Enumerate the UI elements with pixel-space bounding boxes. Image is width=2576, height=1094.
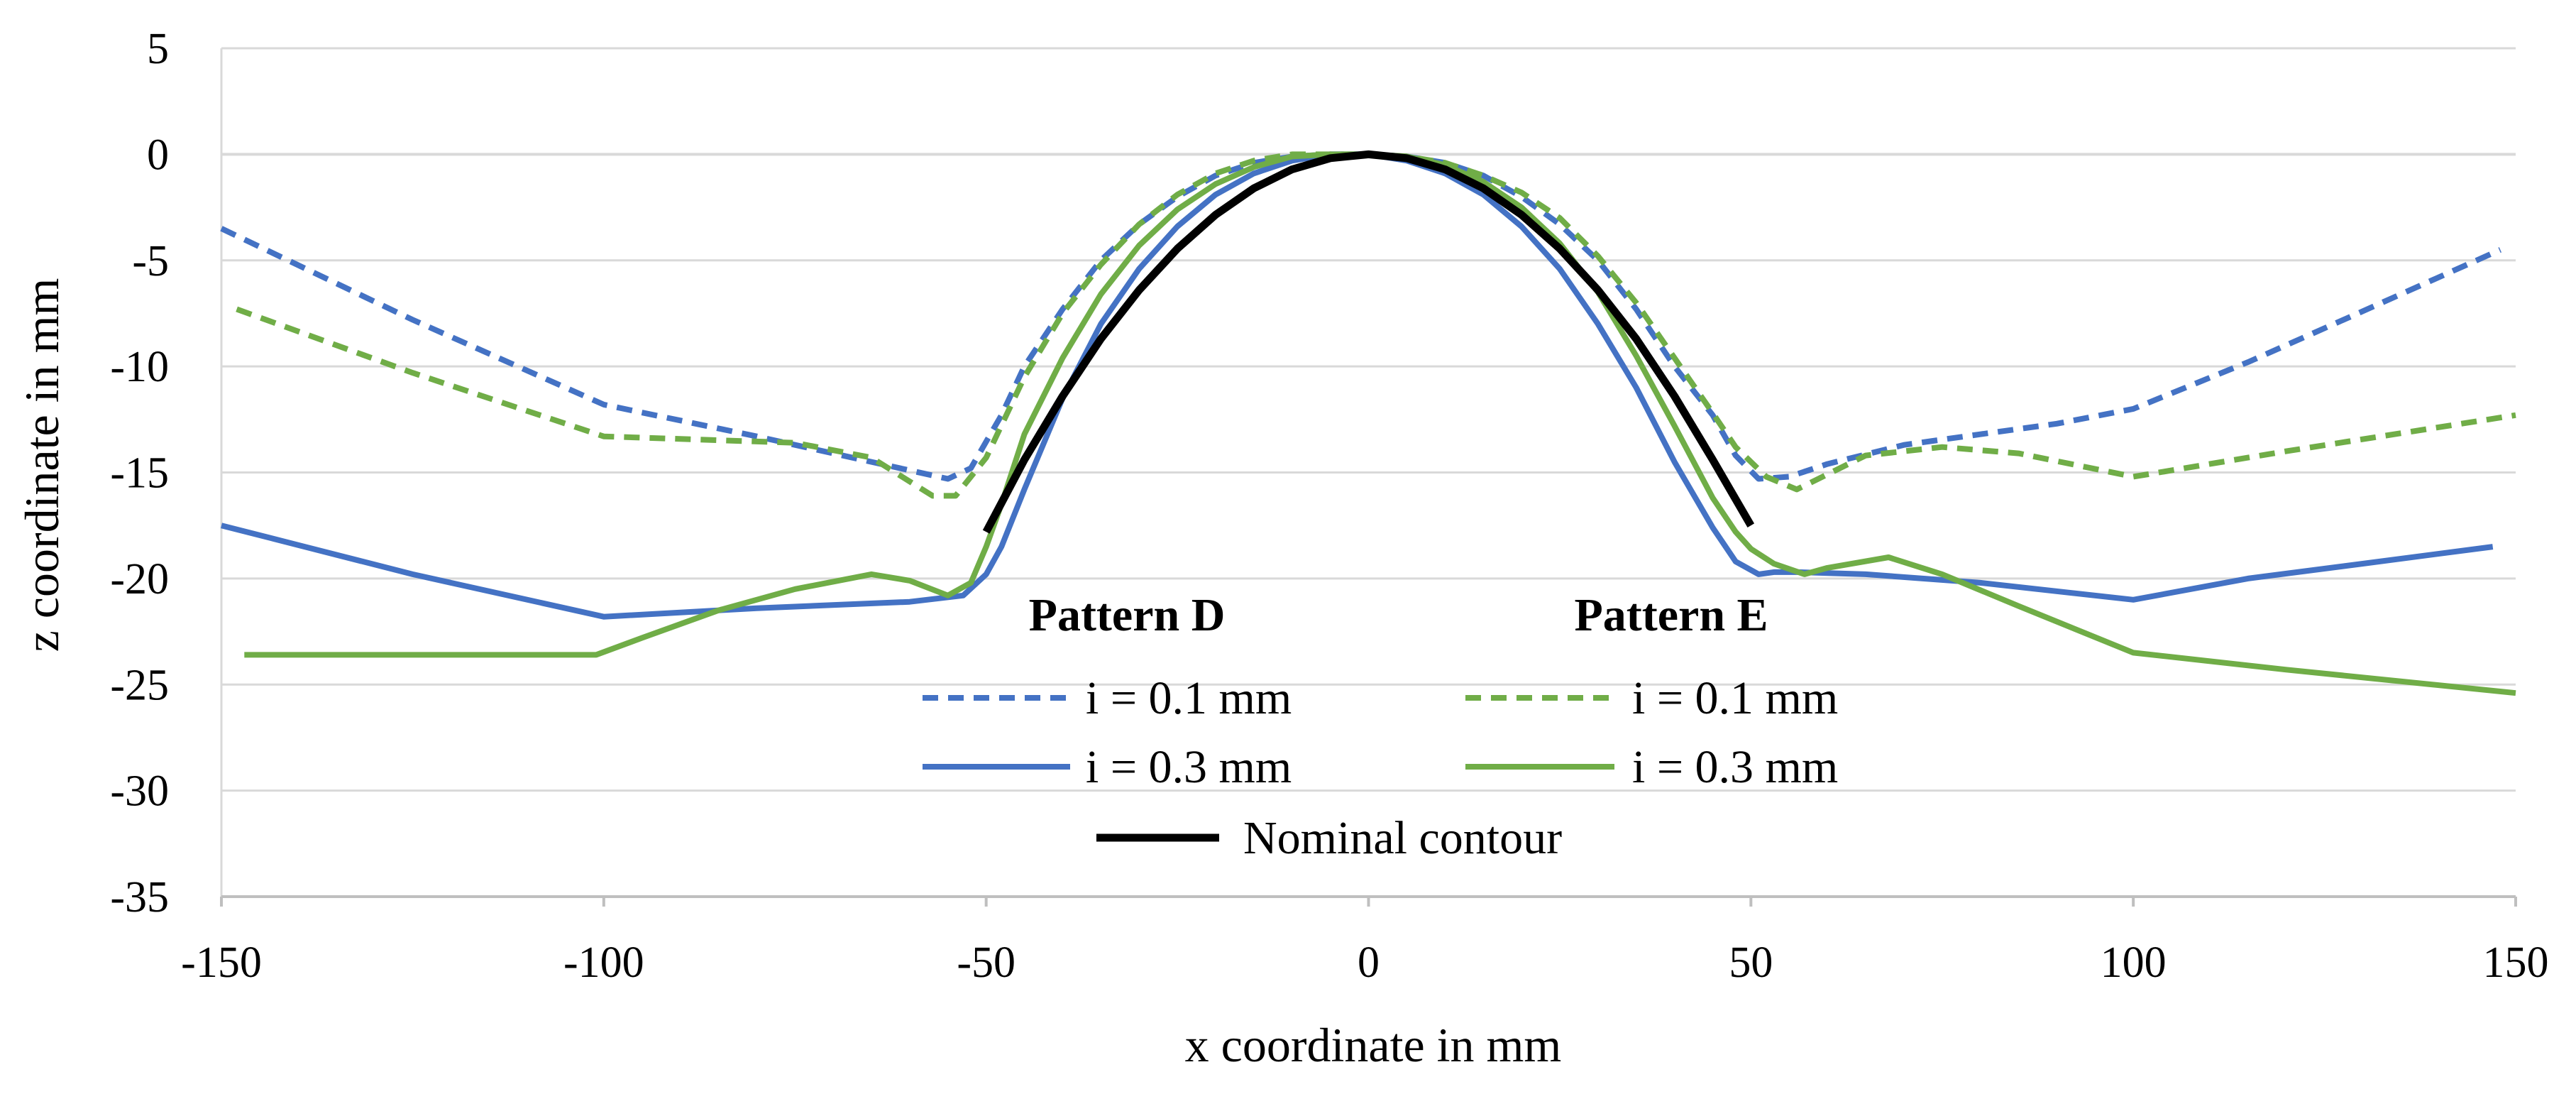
- y-tick-label: -20: [110, 555, 169, 603]
- x-tick-label: 0: [1358, 939, 1380, 987]
- x-tick-label: -150: [181, 939, 262, 987]
- legend-group-header: Pattern D: [1029, 589, 1226, 641]
- legend-label-2: i = 0.1 mm: [1632, 672, 1838, 724]
- legend: Pattern D Pattern E i = 0.1 mm i = 0.3 mm i …: [923, 589, 1838, 864]
- y-tick-label: 5: [147, 25, 169, 73]
- y-axis-title: z coordinate in mm: [15, 278, 69, 652]
- y-tick-label: -25: [110, 661, 169, 709]
- x-tick-label: -100: [563, 939, 644, 987]
- y-tick-label: -35: [110, 873, 169, 921]
- legend-label-0: i = 0.1 mm: [1086, 672, 1292, 724]
- legend-label-4: Nominal contour: [1243, 812, 1562, 864]
- gridlines: [221, 47, 2516, 792]
- legend-group-header: Pattern E: [1574, 589, 1768, 641]
- x-tick-label: -50: [957, 939, 1015, 987]
- y-tick-label: -30: [110, 767, 169, 816]
- x-axis-title: x coordinate in mm: [1185, 1018, 1562, 1072]
- series-line-4: [982, 150, 1755, 534]
- x-tick-label: 100: [2101, 939, 2167, 987]
- y-tick-label: 0: [147, 131, 169, 179]
- legend-label-1: i = 0.3 mm: [1086, 741, 1292, 793]
- x-tick-label: 150: [2483, 939, 2549, 987]
- y-tick-label: -10: [110, 343, 169, 391]
- legend-label-3: i = 0.3 mm: [1632, 741, 1838, 793]
- x-tick-label: 50: [1729, 939, 1773, 987]
- y-tick-label: -15: [110, 449, 169, 498]
- axes: 50-5-10-15-20-25-30-35-150 -100 -50 0 50 100 1…: [110, 25, 2548, 987]
- y-tick-label: -5: [132, 237, 169, 285]
- plot-series: [220, 150, 2516, 696]
- series-line-2: [236, 151, 2516, 499]
